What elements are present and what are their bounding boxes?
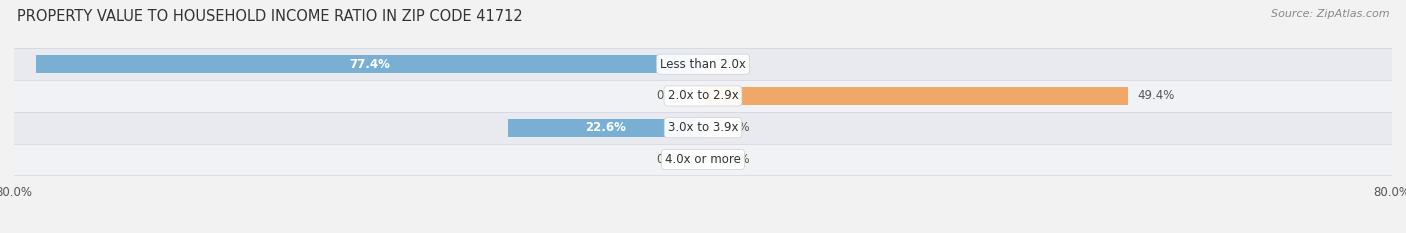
Text: 0.0%: 0.0% — [657, 153, 686, 166]
Text: 4.0x or more: 4.0x or more — [665, 153, 741, 166]
Text: 0.0%: 0.0% — [657, 89, 686, 103]
Bar — [37, 55, 703, 73]
Bar — [703, 87, 1129, 105]
Bar — [14, 112, 1392, 144]
Bar — [14, 80, 1392, 112]
Text: 2.0x to 2.9x: 2.0x to 2.9x — [668, 89, 738, 103]
Text: 22.6%: 22.6% — [585, 121, 626, 134]
Text: 3.0x to 3.9x: 3.0x to 3.9x — [668, 121, 738, 134]
Text: 0.0%: 0.0% — [720, 153, 749, 166]
Text: Source: ZipAtlas.com: Source: ZipAtlas.com — [1271, 9, 1389, 19]
Text: PROPERTY VALUE TO HOUSEHOLD INCOME RATIO IN ZIP CODE 41712: PROPERTY VALUE TO HOUSEHOLD INCOME RATIO… — [17, 9, 523, 24]
Bar — [14, 48, 1392, 80]
Text: 0.0%: 0.0% — [720, 121, 749, 134]
Bar — [14, 144, 1392, 175]
Text: 49.4%: 49.4% — [1137, 89, 1174, 103]
Text: 0.0%: 0.0% — [720, 58, 749, 71]
Text: Less than 2.0x: Less than 2.0x — [659, 58, 747, 71]
Bar — [509, 119, 703, 137]
Text: 77.4%: 77.4% — [349, 58, 389, 71]
